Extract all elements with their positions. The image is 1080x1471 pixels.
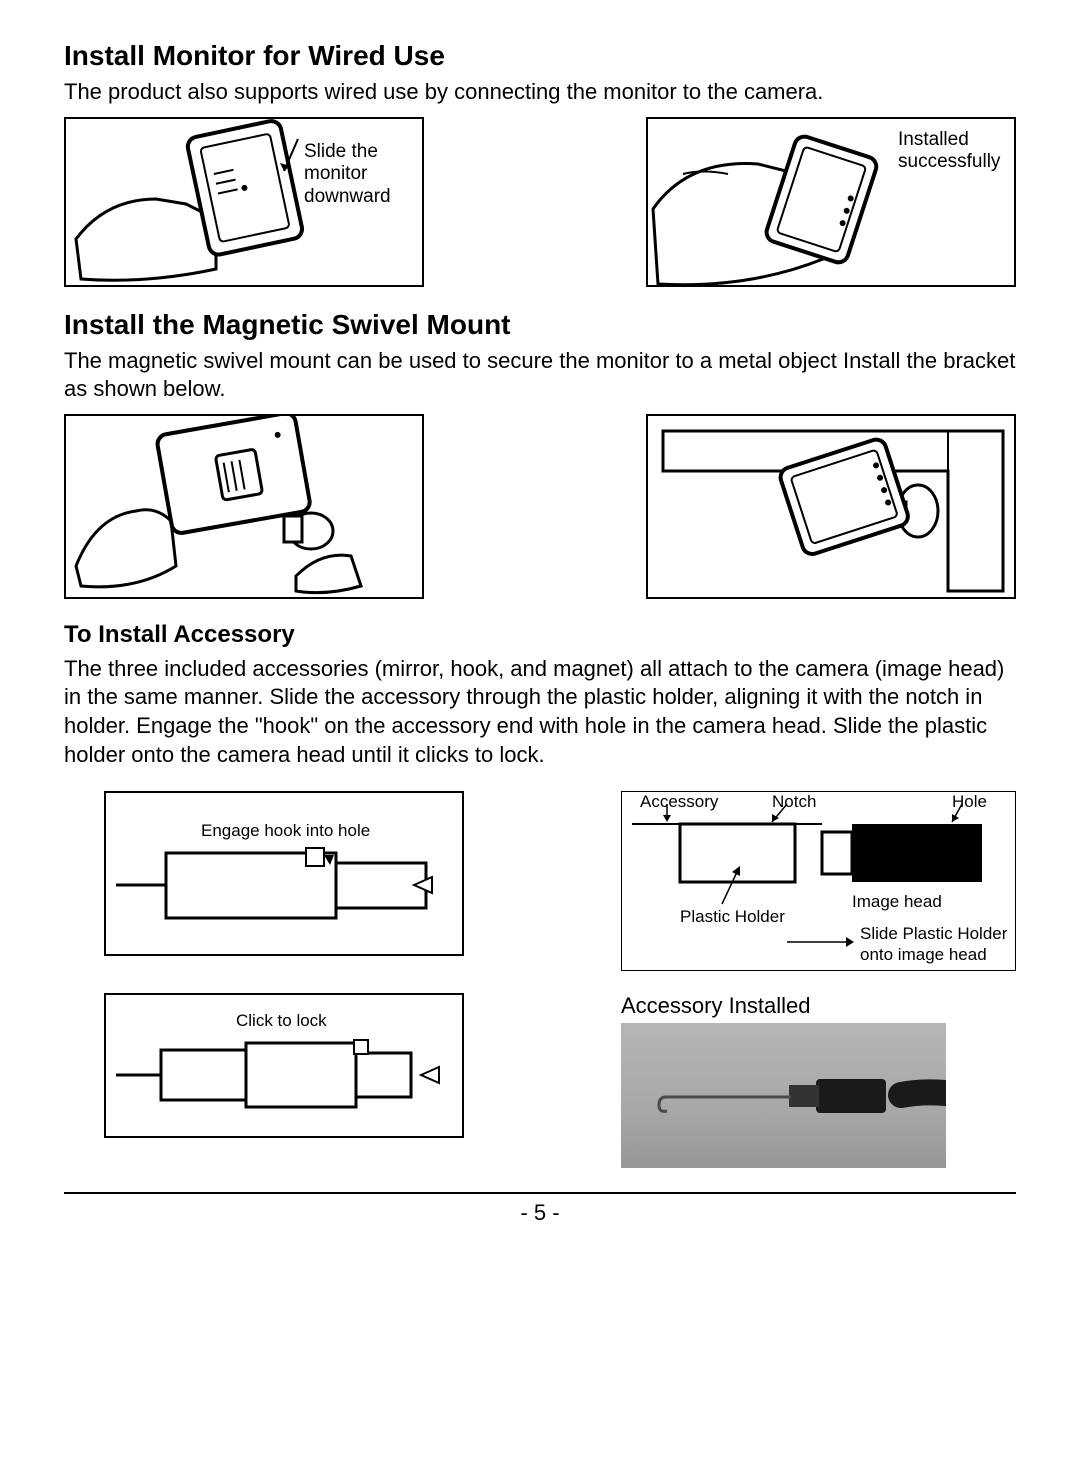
section3-fig-a-wrapper: Engage hook into hole xyxy=(64,791,464,956)
section3-row2: Click to lock Accessory Installed xyxy=(64,993,1016,1168)
section3-fig-a-label: Engage hook into hole xyxy=(201,821,370,841)
section3-row1: Engage hook into hole xyxy=(64,791,1016,971)
page-footer-rule xyxy=(64,1192,1016,1194)
page-number: - 5 - xyxy=(64,1200,1016,1226)
section3-fig-c: Click to lock xyxy=(104,993,464,1138)
section3-body: The three included accessories (mirror, … xyxy=(64,655,1016,769)
section3-title: To Install Accessory xyxy=(64,621,1016,649)
section2-fig-right xyxy=(646,414,1016,599)
section2-title: Install the Magnetic Swivel Mount xyxy=(64,309,1016,341)
schematic-label-notch: Notch xyxy=(772,792,816,812)
swivel-mount-attach-diagram xyxy=(66,416,426,601)
section1-fig-right: Installed successfully xyxy=(646,117,1016,287)
section1-fig-left-callout: Slide the monitor downward xyxy=(304,141,414,209)
schematic-label-accessory: Accessory xyxy=(640,792,718,812)
section3-fig-d-title: Accessory Installed xyxy=(621,993,1016,1019)
engage-hook-diagram xyxy=(106,793,466,958)
section3-fig-a: Engage hook into hole xyxy=(104,791,464,956)
schematic-label-slide: Slide Plastic Holder onto image head xyxy=(860,924,1010,965)
section1-figures-row: Slide the monitor downward Installed suc… xyxy=(64,117,1016,287)
section1-fig-left: Slide the monitor downward xyxy=(64,117,424,287)
section2-body: The magnetic swivel mount can be used to… xyxy=(64,347,1016,404)
section1-fig-right-callout: Installed successfully xyxy=(898,129,1008,175)
section3-fig-d-wrapper: Accessory Installed xyxy=(621,993,1016,1168)
section2-figures-row xyxy=(64,414,1016,599)
section3-fig-c-label: Click to lock xyxy=(236,1011,327,1031)
schematic-label-hole: Hole xyxy=(952,792,987,812)
section1-body: The product also supports wired use by c… xyxy=(64,78,1016,107)
section2-fig-left xyxy=(64,414,424,599)
section3-fig-b: Accessory Notch Hole Plastic Holder Imag… xyxy=(621,791,1016,971)
section1-title: Install Monitor for Wired Use xyxy=(64,40,1016,72)
accessory-installed-photo-icon xyxy=(621,1023,946,1168)
section3-fig-c-wrapper: Click to lock xyxy=(64,993,464,1138)
swivel-mount-on-surface-diagram xyxy=(648,416,1018,601)
schematic-label-image-head: Image head xyxy=(852,892,942,912)
section3-fig-d-photo xyxy=(621,1023,946,1168)
schematic-label-plastic-holder: Plastic Holder xyxy=(680,907,785,927)
